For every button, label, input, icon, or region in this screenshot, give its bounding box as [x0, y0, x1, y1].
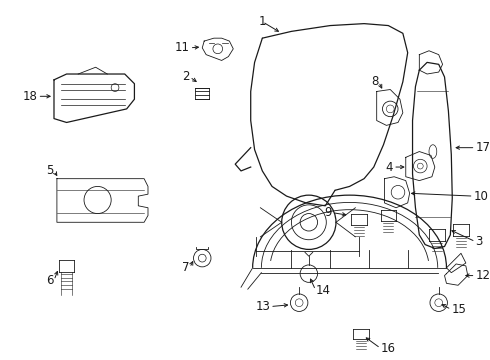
- Text: 3: 3: [475, 235, 483, 248]
- Text: 6: 6: [47, 274, 54, 287]
- Text: 16: 16: [381, 342, 395, 355]
- Text: 11: 11: [174, 41, 190, 54]
- Text: 9: 9: [324, 206, 332, 219]
- Text: 1: 1: [259, 15, 266, 28]
- Text: 12: 12: [475, 269, 490, 282]
- Text: 4: 4: [386, 161, 393, 174]
- Text: 13: 13: [255, 300, 270, 313]
- Text: 15: 15: [451, 303, 466, 316]
- Text: 10: 10: [474, 190, 489, 203]
- Text: 5: 5: [47, 165, 54, 177]
- Text: 14: 14: [316, 284, 331, 297]
- Text: 2: 2: [182, 71, 190, 84]
- Text: 17: 17: [475, 141, 490, 154]
- Text: 18: 18: [23, 90, 38, 103]
- Text: 7: 7: [182, 261, 190, 274]
- Text: 8: 8: [371, 75, 379, 88]
